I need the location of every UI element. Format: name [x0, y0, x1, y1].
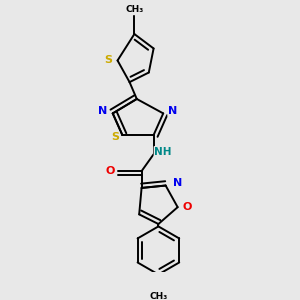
Text: S: S — [104, 56, 112, 65]
Text: NH: NH — [154, 147, 172, 157]
Text: CH₃: CH₃ — [149, 292, 167, 300]
Text: O: O — [106, 166, 115, 176]
Text: N: N — [173, 178, 182, 188]
Text: N: N — [98, 106, 108, 116]
Text: O: O — [183, 202, 192, 212]
Text: N: N — [168, 106, 178, 116]
Text: S: S — [111, 132, 119, 142]
Text: CH₃: CH₃ — [125, 5, 143, 14]
